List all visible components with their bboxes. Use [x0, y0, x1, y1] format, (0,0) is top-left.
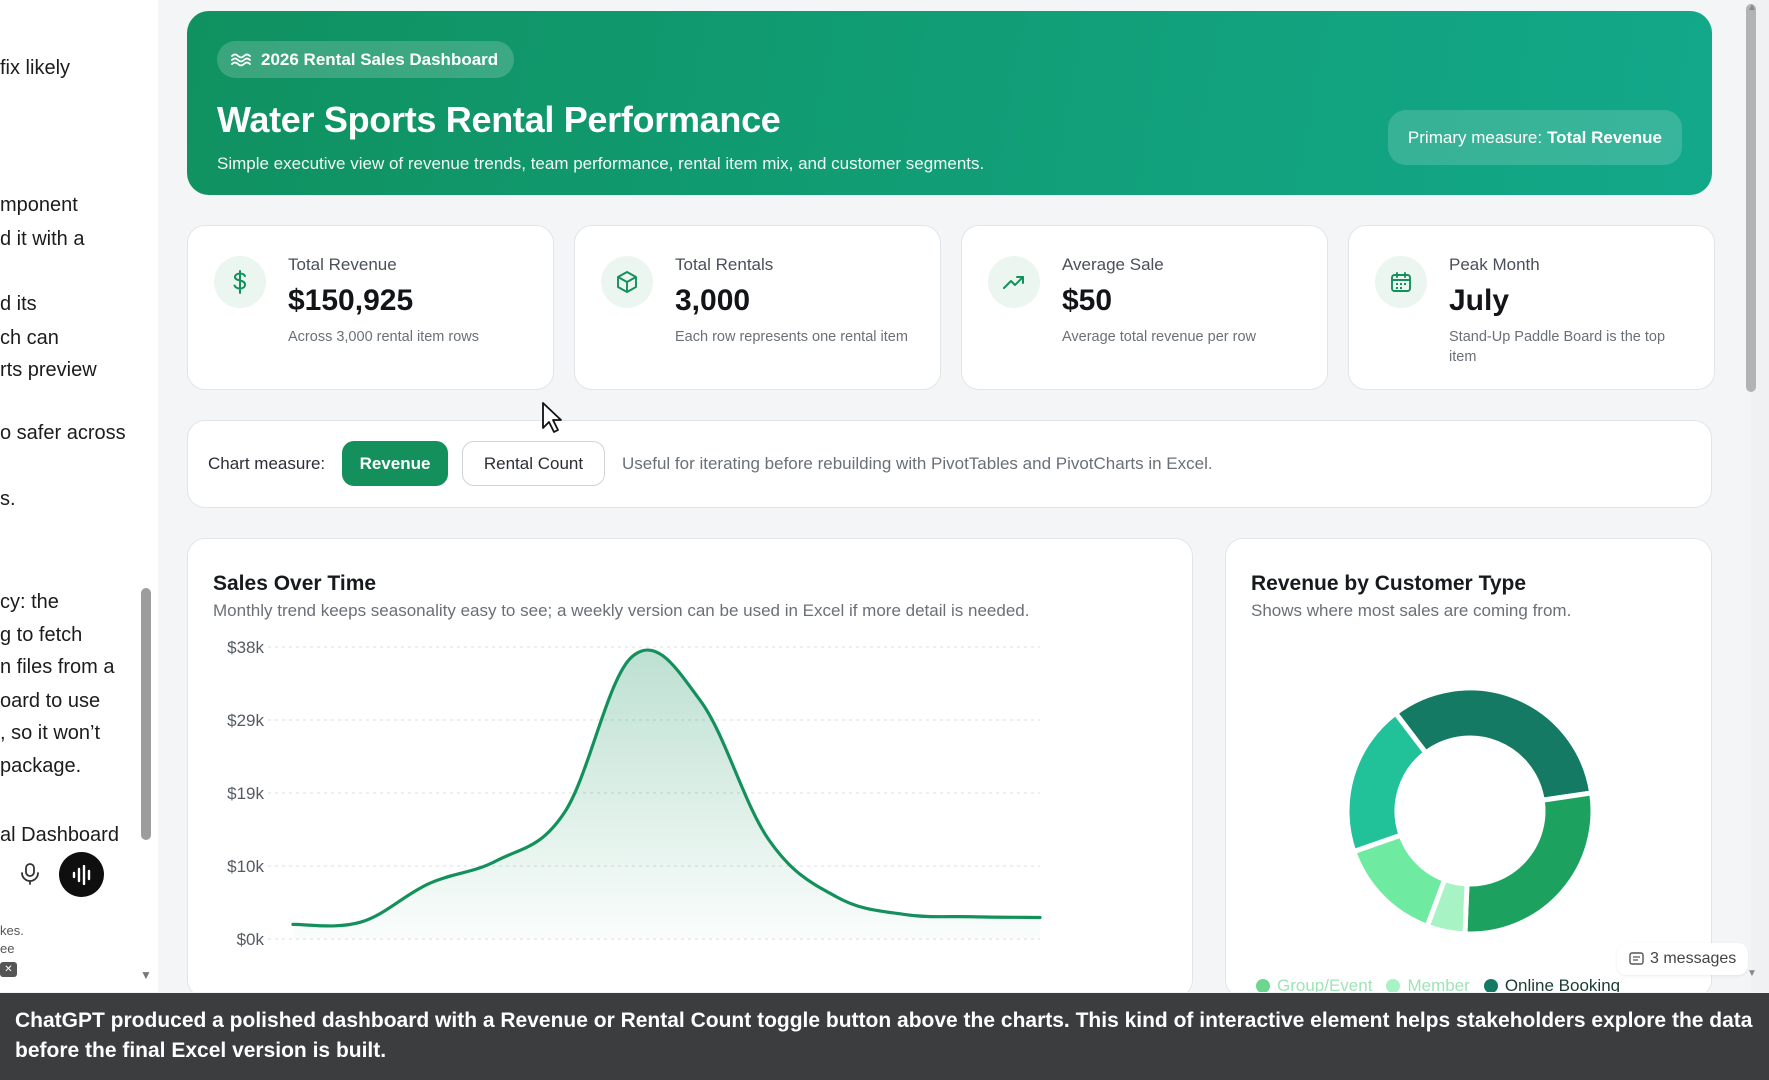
legend-label: Group/Event: [1277, 976, 1373, 992]
calendar-icon: [1375, 256, 1427, 308]
legend-swatch: [1483, 979, 1498, 992]
chat-footnote: ee: [0, 941, 15, 956]
legend-swatch: [1256, 979, 1270, 992]
sales-over-time-card: Sales Over Time Monthly trend keeps seas…: [187, 538, 1193, 992]
customer-type-donut-chart: [1344, 685, 1596, 937]
microphone-button[interactable]: [14, 858, 46, 890]
chat-message-text: mponent: [0, 194, 78, 216]
primary-measure-label: Primary measure:: [1407, 127, 1543, 147]
chart-title: Sales Over Time: [213, 572, 377, 595]
donut-slice[interactable]: [1462, 790, 1596, 937]
chart-title: Revenue by Customer Type: [1251, 572, 1527, 595]
close-icon[interactable]: ✕: [0, 962, 17, 977]
legend-label: Online Booking: [1504, 976, 1621, 992]
chart-measure-label: Chart measure:: [208, 454, 326, 473]
dashboard-preview: 2026 Rental Sales Dashboard Water Sports…: [158, 0, 1751, 992]
kpi-total-rentals: Total Rentals 3,000 Each row represents …: [574, 225, 941, 390]
microphone-icon: [21, 863, 39, 885]
y-tick-label: $19k: [227, 784, 264, 803]
kpi-label: Peak Month: [1449, 255, 1540, 274]
trending-up-icon: [988, 256, 1040, 308]
chart-legend: Group/Event Member Online Booking: [1256, 976, 1620, 992]
voice-waveform-icon: [72, 864, 90, 885]
chat-message-text: package.: [0, 755, 82, 777]
box-icon: [601, 256, 653, 308]
mouse-cursor-icon: [542, 402, 562, 433]
chat-scrollbar[interactable]: [141, 588, 151, 840]
dollar-icon: [214, 256, 266, 308]
y-tick-label: $10k: [227, 857, 264, 876]
chat-message-text: fix likely: [0, 57, 71, 79]
page-title: Water Sports Rental Performance: [217, 99, 781, 140]
kpi-value: $50: [1062, 284, 1113, 317]
kpi-label: Total Revenue: [288, 255, 397, 274]
legend-item: Member: [1386, 976, 1470, 992]
sales-line-chart: $38k $29k $19k $10k $0k: [227, 638, 1042, 949]
primary-measure-value: Total Revenue: [1547, 127, 1662, 147]
donut-slice[interactable]: [1344, 709, 1430, 855]
chat-message-text: al Dashboard: [0, 824, 119, 846]
legend-item: Group/Event: [1256, 976, 1372, 992]
video-caption: ChatGPT produced a polished dashboard wi…: [0, 993, 1769, 1080]
chat-scroll-down-icon[interactable]: ▼: [140, 968, 152, 982]
chat-message-text: d its: [0, 293, 37, 315]
chart-measure-hint: Useful for iterating before rebuilding w…: [622, 454, 1213, 473]
messages-badge[interactable]: 3 messages: [1617, 943, 1749, 975]
chat-message-text: ch can: [0, 327, 59, 349]
donut-slice[interactable]: [1392, 685, 1595, 804]
chat-panel: fix likely mponent d it with a d its ch can r…: [0, 0, 158, 992]
chat-message-text: cy: the: [0, 591, 59, 613]
kpi-note: Stand-Up Paddle Board is the top item: [1449, 329, 1666, 365]
y-tick-label: $0k: [237, 930, 265, 949]
kpi-label: Total Rentals: [675, 255, 774, 274]
chat-message-text: oard to use: [0, 690, 101, 712]
message-icon: [1629, 951, 1644, 965]
voice-mode-button[interactable]: [59, 852, 104, 897]
page-scrollbar[interactable]: [1746, 4, 1756, 392]
page-subtitle: Simple executive view of revenue trends,…: [217, 154, 985, 173]
rental-count-toggle-button[interactable]: Rental Count: [462, 441, 605, 486]
legend-item: Online Booking: [1483, 976, 1621, 992]
chat-message-text: n files from a: [0, 656, 115, 678]
revenue-by-customer-type-card: Revenue by Customer Type Shows where mos…: [1225, 538, 1712, 992]
chat-message-text: o safer across: [0, 422, 126, 444]
sales-series-line: [291, 648, 1042, 928]
kpi-note: Each row represents one rental item: [675, 329, 908, 345]
chat-message-text: g to fetch: [0, 624, 83, 646]
legend-swatch: [1386, 979, 1401, 992]
chat-message-text: s.: [0, 488, 16, 510]
kpi-average-sale: Average Sale $50 Average total revenue p…: [961, 225, 1328, 390]
chat-message-text: rts preview: [0, 359, 97, 381]
kpi-note: Across 3,000 rental item rows: [288, 329, 479, 345]
sales-area-fill: [293, 649, 1040, 939]
dashboard-tag-label: 2026 Rental Sales Dashboard: [261, 49, 499, 69]
y-tick-label: $38k: [227, 638, 264, 657]
legend-label: Member: [1407, 976, 1470, 992]
chat-footnote: kes.: [0, 923, 24, 938]
kpi-value: $150,925: [288, 284, 414, 317]
revenue-toggle-button[interactable]: Revenue: [342, 441, 448, 486]
scroll-up-icon[interactable]: ▲: [1747, 2, 1757, 13]
chat-message-text: d it with a: [0, 228, 85, 250]
kpi-total-revenue: Total Revenue $150,925 Across 3,000 rent…: [187, 225, 554, 390]
waves-icon: [231, 53, 251, 66]
chat-message-text: , so it won’t: [0, 722, 101, 744]
kpi-value: July: [1449, 284, 1510, 317]
scroll-down-icon[interactable]: ▼: [1747, 968, 1757, 979]
kpi-peak-month: Peak Month July Stand-Up Paddle Board is…: [1348, 225, 1715, 390]
kpi-value: 3,000: [675, 284, 751, 317]
hero-banner: 2026 Rental Sales Dashboard Water Sports…: [187, 11, 1712, 195]
kpi-note: Average total revenue per row: [1062, 329, 1256, 345]
chart-subtitle: Shows where most sales are coming from.: [1251, 601, 1572, 620]
y-tick-label: $29k: [227, 711, 264, 730]
dashboard-tag: 2026 Rental Sales Dashboard: [217, 41, 515, 78]
chart-measure-toolbar: Chart measure: Revenue Rental Count Usef…: [187, 420, 1712, 508]
chart-subtitle: Monthly trend keeps seasonality easy to …: [213, 601, 1030, 620]
messages-count: 3 messages: [1650, 950, 1737, 967]
primary-measure-badge: Primary measure: Total Revenue: [1387, 110, 1682, 165]
kpi-label: Average Sale: [1062, 255, 1164, 274]
